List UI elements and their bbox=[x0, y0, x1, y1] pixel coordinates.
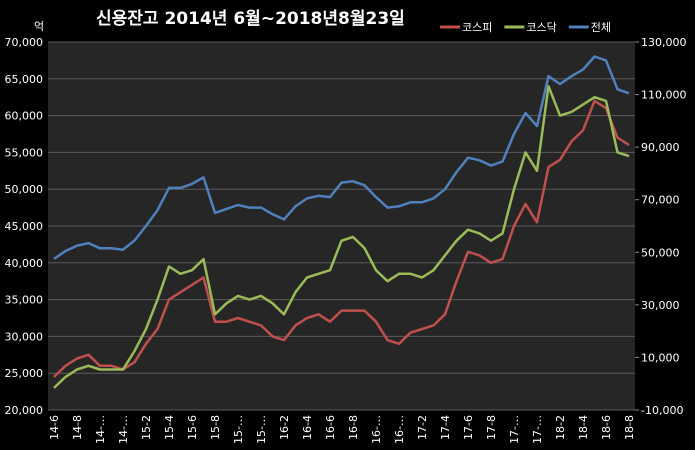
y-tick-label: 35,000 bbox=[5, 294, 44, 307]
x-tick-label: 14-8 bbox=[71, 415, 84, 440]
x-tick-label: 17-2 bbox=[416, 415, 429, 440]
x-tick-label: 16-4 bbox=[301, 415, 314, 440]
y-axis-label: 억 bbox=[34, 20, 44, 33]
x-tick-label: 17-8 bbox=[485, 415, 498, 440]
x-tick-label: 14-6 bbox=[48, 415, 61, 440]
y2-tick-label: 70,000 bbox=[641, 194, 680, 207]
x-tick-label: 16-2 bbox=[278, 415, 291, 440]
y2-tick-label: 110,000 bbox=[641, 89, 687, 102]
y-tick-label: 25,000 bbox=[5, 367, 44, 380]
x-tick-label: 17-4 bbox=[439, 415, 452, 440]
y2-tick-label: 90,000 bbox=[641, 141, 680, 154]
y2-tick-label: -10,000 bbox=[641, 404, 683, 417]
legend-label: 코스닥 bbox=[526, 21, 556, 34]
x-tick-label: 14-… bbox=[117, 415, 130, 444]
y-tick-label: 60,000 bbox=[5, 110, 44, 123]
y-tick-label: 55,000 bbox=[5, 146, 44, 159]
x-tick-label: 17-… bbox=[531, 415, 544, 444]
y2-tick-label: 130,000 bbox=[641, 36, 687, 49]
y-tick-label: 50,000 bbox=[5, 183, 44, 196]
line-series bbox=[53, 55, 630, 260]
line-series bbox=[53, 84, 630, 389]
x-tick-label: 18-6 bbox=[600, 415, 613, 440]
y-tick-label: 70,000 bbox=[5, 36, 44, 49]
y-tick-label: 20,000 bbox=[5, 404, 44, 417]
x-tick-label: 18-4 bbox=[577, 415, 590, 440]
y-tick-label: 45,000 bbox=[5, 220, 44, 233]
y-tick-label: 65,000 bbox=[5, 73, 44, 86]
y2-tick-label: 30,000 bbox=[641, 299, 680, 312]
x-tick-label: 15-… bbox=[232, 415, 245, 444]
x-tick-label: 15-4 bbox=[163, 415, 176, 440]
y-tick-label: 30,000 bbox=[5, 330, 44, 343]
x-tick-label: 15-8 bbox=[209, 415, 222, 440]
legend-label: 전체 bbox=[591, 21, 611, 34]
x-tick-label: 17-… bbox=[508, 415, 521, 444]
x-tick-label: 18-8 bbox=[623, 415, 636, 440]
x-tick-label: 15-2 bbox=[140, 415, 153, 440]
y-tick-label: 40,000 bbox=[5, 257, 44, 270]
x-tick-label: 15-6 bbox=[186, 415, 199, 440]
x-tick-label: 18-2 bbox=[554, 415, 567, 440]
x-tick-label: 16-6 bbox=[324, 415, 337, 440]
x-tick-label: 16-… bbox=[370, 415, 383, 444]
x-tick-label: 14-… bbox=[94, 415, 107, 444]
line-series bbox=[53, 99, 630, 378]
y2-tick-label: 10,000 bbox=[641, 351, 680, 364]
x-tick-label: 16-… bbox=[393, 415, 406, 444]
x-tick-label: 17-6 bbox=[462, 415, 475, 440]
x-tick-label: 16-8 bbox=[347, 415, 360, 440]
chart-title: 신용잔고 2014년 6월~2018년8월23일 bbox=[96, 9, 405, 29]
legend-label: 코스피 bbox=[462, 21, 492, 34]
y2-tick-label: 50,000 bbox=[641, 246, 680, 259]
x-tick-label: 15-… bbox=[255, 415, 268, 444]
